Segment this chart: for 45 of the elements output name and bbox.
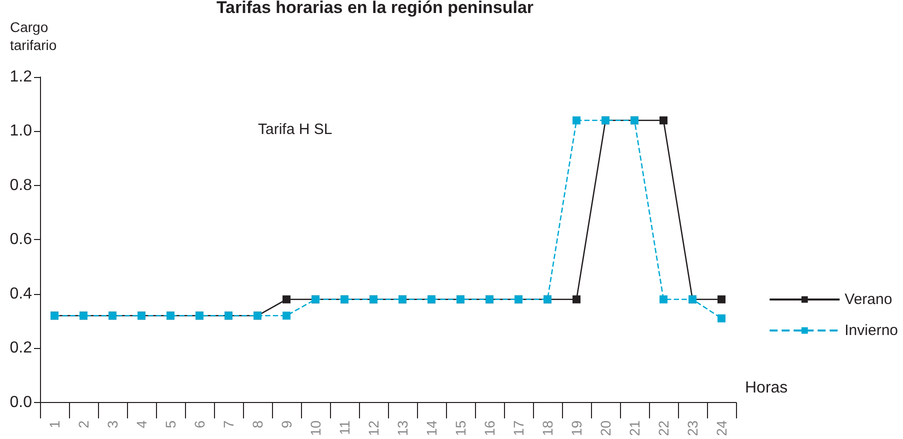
x-tick-label: 7 [220, 420, 236, 428]
point [718, 295, 726, 304]
y-tick-label: 0.4 [10, 285, 32, 302]
legend-label: Verano [844, 291, 892, 308]
x-tick-label: 22 [656, 420, 672, 436]
x-tick-label: 4 [134, 420, 150, 428]
x-axis-title: Horas [745, 380, 788, 396]
x-tick-label: 15 [452, 420, 468, 436]
y-tick-label: 0.0 [10, 394, 32, 411]
y-tick-label: 1.0 [10, 122, 32, 140]
x-tick-label: 12 [366, 420, 382, 436]
x-tick-label: 23 [684, 420, 700, 436]
point [660, 295, 668, 304]
x-tick-label: 20 [598, 420, 614, 436]
x-tick-label: 6 [192, 420, 208, 428]
point [572, 116, 580, 124]
y-tick-label: 0.2 [10, 340, 32, 357]
point [660, 116, 668, 124]
x-tick-label: 13 [394, 420, 410, 436]
y-tick-label: 0.6 [10, 231, 32, 248]
x-tick-label: 21 [626, 420, 642, 436]
x-tick-label: 24 [714, 420, 730, 436]
chart-title: Tarifas horarias en la región peninsular [216, 0, 534, 17]
y-axis-title: Cargo tarifario [10, 19, 57, 53]
x-tick-label: 11 [336, 420, 352, 435]
point [572, 295, 580, 304]
x-tick-label: 9 [278, 420, 294, 428]
legend-label: Invierno [844, 322, 898, 339]
point [282, 312, 290, 320]
point [282, 295, 290, 304]
x-tick-label: 16 [482, 420, 498, 436]
point [718, 314, 726, 322]
y-tick-label: 0.8 [10, 176, 32, 194]
y-tick-label: 1.2 [10, 68, 32, 86]
x-tick-label: 17 [510, 420, 526, 436]
x-tick-label: 18 [540, 420, 556, 436]
x-tick-label: 5 [162, 420, 178, 428]
x-tick-label: 1 [46, 420, 62, 428]
annotation: Tarifa H SL [258, 121, 332, 138]
x-tick-label: 8 [250, 420, 266, 428]
x-tick-label: 3 [104, 420, 120, 428]
x-tick-label: 14 [424, 420, 440, 436]
x-tick-label: 2 [76, 420, 92, 428]
x-tick-label: 19 [568, 420, 584, 436]
x-tick-label: 10 [308, 420, 324, 436]
